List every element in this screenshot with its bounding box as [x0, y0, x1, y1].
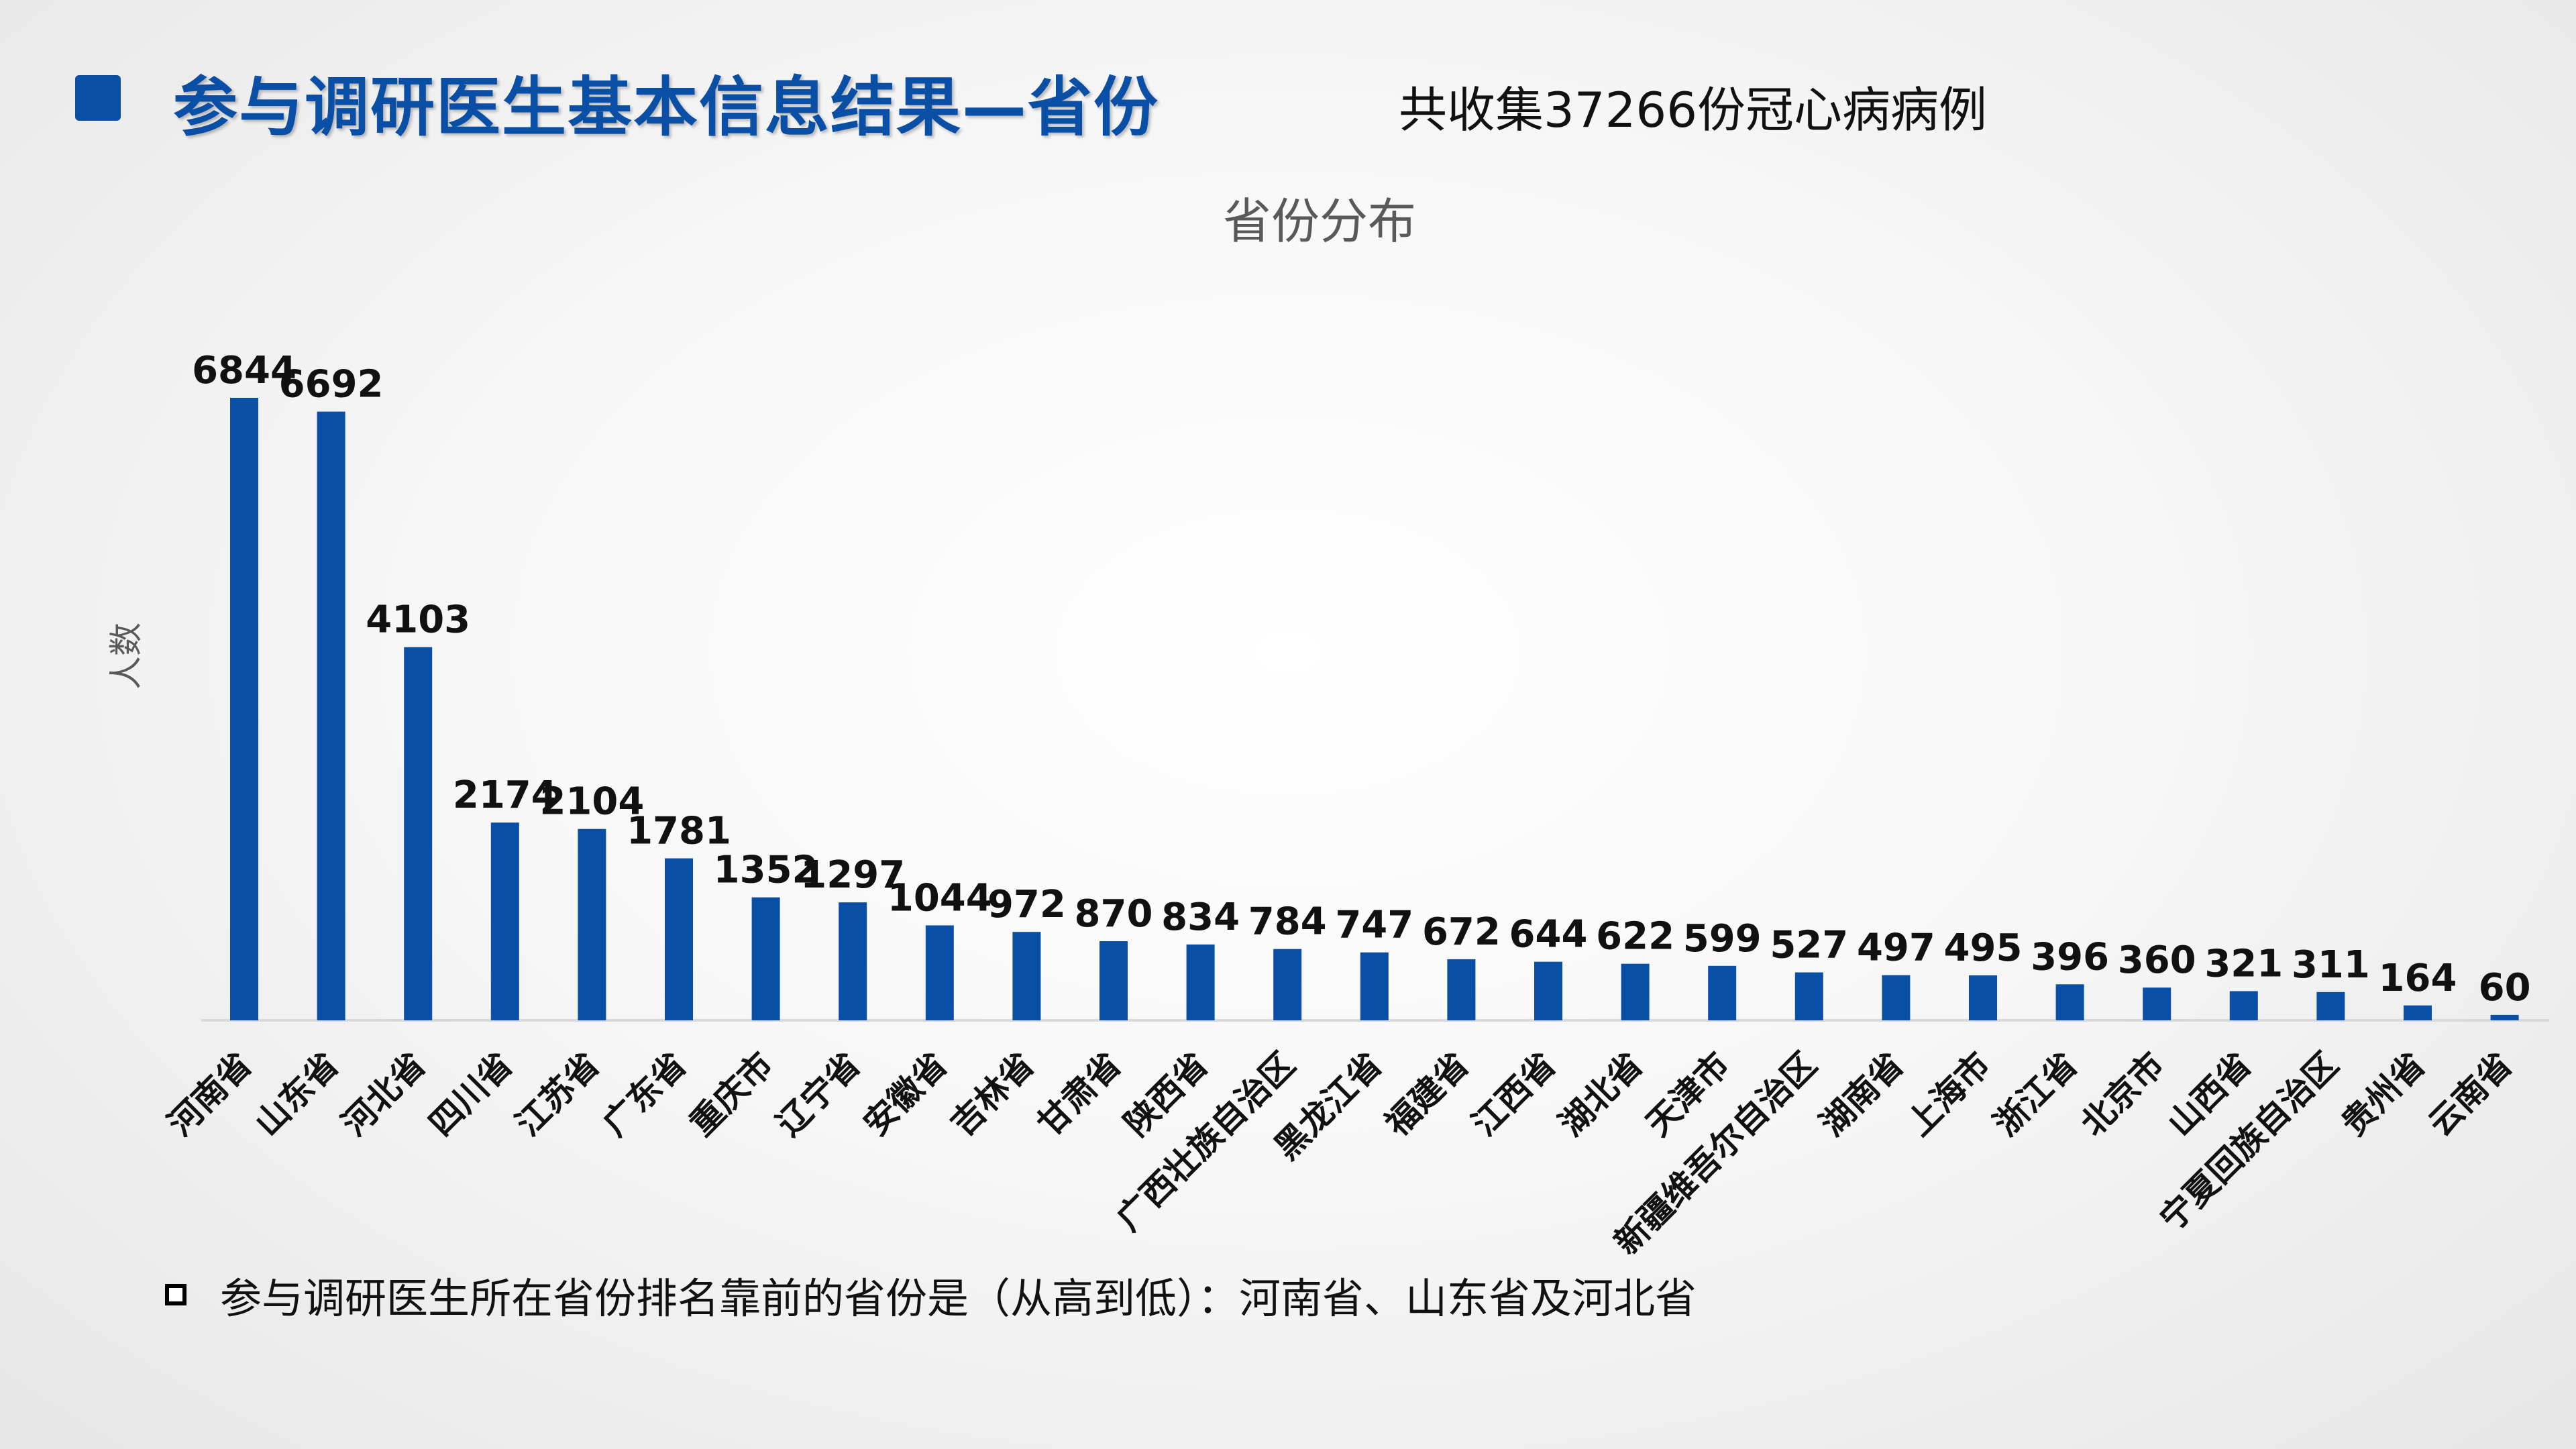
data-label-陕西省: 834	[1161, 896, 1240, 939]
bar-湖北省	[1621, 963, 1650, 1020]
data-label-上海市: 495	[1944, 926, 2023, 970]
bar-江西省	[1534, 961, 1562, 1020]
bar-新疆维吾尔自治区	[1794, 972, 1823, 1020]
bar-福建省	[1447, 959, 1476, 1020]
x-tick-label-四川省: 四川省	[421, 1044, 520, 1143]
bar-贵州省	[2404, 1005, 2432, 1020]
x-tick-label-山东省: 山东省	[248, 1044, 346, 1143]
data-label-新疆维吾尔自治区: 527	[1770, 924, 1848, 967]
bar-山东省	[317, 411, 345, 1020]
data-label-浙江省: 396	[2031, 935, 2109, 979]
data-label-北京市: 360	[2118, 938, 2196, 982]
data-label-甘肃省: 870	[1075, 892, 1153, 936]
x-tick-label-湖南省: 湖南省	[1813, 1044, 1911, 1143]
x-tick-label-福建省: 福建省	[1377, 1044, 1477, 1144]
slide-title: 参与调研医生基本信息结果—省份	[173, 70, 1159, 145]
data-label-广西壮族自治区: 784	[1248, 900, 1327, 944]
bar-辽宁省	[839, 902, 867, 1020]
x-tick-label-贵州省: 贵州省	[2334, 1044, 2432, 1143]
bar-重庆市	[751, 897, 780, 1020]
x-tick-label-安徽省: 安徽省	[856, 1044, 955, 1143]
bar-浙江省	[2055, 984, 2084, 1020]
x-tick-label-甘肃省: 甘肃省	[1030, 1044, 1128, 1143]
x-tick-label-吉林省: 吉林省	[943, 1044, 1042, 1143]
title-bullet-square	[75, 75, 121, 121]
data-label-宁夏回族自治区: 311	[2292, 943, 2370, 987]
x-tick-label-江西省: 江西省	[1464, 1044, 1563, 1143]
x-tick-label-云南省: 云南省	[2421, 1044, 2520, 1143]
bar-江苏省	[578, 828, 606, 1020]
data-label-天津市: 599	[1683, 917, 1762, 961]
data-label-山东省: 6692	[279, 363, 384, 407]
y-axis-label: 人数	[107, 623, 146, 690]
data-label-福建省: 672	[1422, 910, 1501, 954]
data-label-河北省: 4103	[366, 598, 470, 642]
chart-title: 省份分布	[1223, 193, 1416, 250]
checkbox-bullet-icon	[165, 1284, 186, 1305]
x-tick-label-上海市: 上海市	[1899, 1044, 1998, 1143]
data-label-吉林省: 972	[987, 883, 1066, 926]
x-tick-label-江苏省: 江苏省	[508, 1044, 607, 1143]
data-label-湖北省: 622	[1596, 915, 1674, 959]
bar-河北省	[404, 647, 433, 1020]
x-tick-label-重庆市: 重庆市	[682, 1044, 781, 1143]
data-label-山西省: 321	[2204, 942, 2283, 985]
bar-甘肃省	[1099, 941, 1128, 1020]
bar-吉林省	[1012, 932, 1041, 1020]
data-label-黑龙江省: 747	[1335, 904, 1413, 947]
x-tick-label-浙江省: 浙江省	[1986, 1044, 2085, 1143]
footer-note: 参与调研医生所在省份排名靠前的省份是（从高到低）：河南省、山东省及河北省	[165, 1265, 1697, 1325]
bar-河南省	[230, 398, 258, 1020]
footer-note-text: 参与调研医生所在省份排名靠前的省份是（从高到低）：河南省、山东省及河北省	[220, 1274, 1697, 1323]
x-tick-label-辽宁省: 辽宁省	[769, 1044, 868, 1143]
bars-group: 6844 河南省 6692 山东省 4103 河北省 2174 四川省 2104 江苏省 1781 广…	[160, 349, 2530, 1262]
data-label-云南省: 60	[2479, 966, 2531, 1010]
data-label-辽宁省: 1297	[800, 853, 905, 897]
bar-陕西省	[1186, 944, 1215, 1020]
data-label-安徽省: 1044	[888, 876, 992, 920]
bar-安徽省	[925, 925, 954, 1020]
bar-天津市	[1708, 965, 1737, 1020]
data-label-湖南省: 497	[1857, 926, 1935, 970]
bar-上海市	[1969, 975, 1997, 1020]
x-tick-label-北京市: 北京市	[2074, 1044, 2172, 1143]
slide-subtitle: 共收集37266份冠心病病例	[1399, 82, 1988, 138]
x-tick-label-湖北省: 湖北省	[1552, 1044, 1650, 1143]
x-tick-label-广东省: 广东省	[595, 1044, 694, 1143]
data-label-江西省: 644	[1509, 913, 1588, 957]
data-label-广东省: 1781	[627, 810, 731, 853]
bar-云南省	[2490, 1014, 2519, 1020]
bar-山西省	[2229, 991, 2258, 1020]
bar-北京市	[2143, 987, 2171, 1020]
bar-湖南省	[1882, 975, 1911, 1020]
data-label-四川省: 2174	[453, 773, 557, 817]
bar-宁夏回族自治区	[2316, 991, 2345, 1020]
x-tick-label-河南省: 河南省	[160, 1044, 259, 1143]
data-label-重庆市: 1352	[714, 849, 818, 892]
data-label-江苏省: 2104	[539, 780, 644, 824]
bar-黑龙江省	[1360, 952, 1389, 1020]
bar-四川省	[490, 822, 519, 1020]
data-label-贵州省: 164	[2379, 957, 2457, 1000]
data-label-河南省: 6844	[192, 349, 297, 392]
x-tick-label-河北省: 河北省	[335, 1044, 433, 1143]
bar-广西壮族自治区	[1273, 949, 1302, 1020]
bar-广东省	[665, 858, 693, 1020]
